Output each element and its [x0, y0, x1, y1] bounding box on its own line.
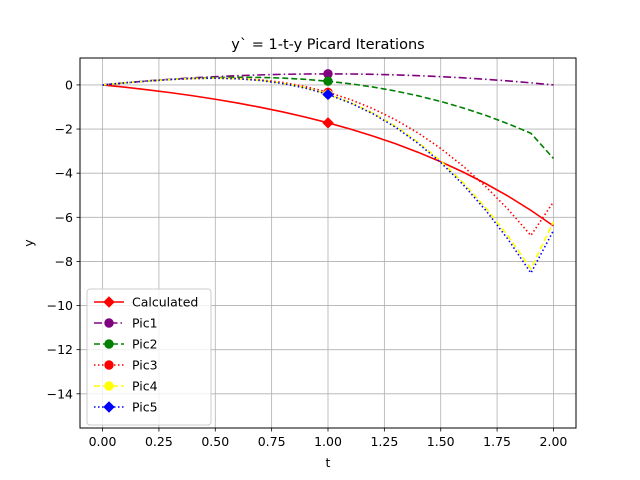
y-tick-label: −8 [55, 254, 73, 269]
x-tick-label: 1.75 [483, 434, 511, 449]
legend-marker [104, 381, 114, 391]
y-tick-label: 0 [65, 77, 73, 92]
legend-label: Pic3 [132, 358, 158, 373]
x-tick-label: 1.50 [427, 434, 455, 449]
y-axis: 0 −2 −4 −6 −8 −10 −12 −14 [47, 77, 80, 401]
series-pic5 [102, 77, 555, 275]
legend-marker [104, 360, 114, 370]
x-tick-label: 0.00 [89, 434, 117, 449]
legend-label: Pic2 [132, 337, 158, 352]
legend-entry: Calculated [94, 295, 198, 310]
x-tick-label: 0.75 [258, 434, 286, 449]
legend-entry: Pic4 [94, 379, 158, 394]
x-axis: 0.00 0.25 0.50 0.75 1.00 1.25 1.50 1.75 2.00 [89, 428, 568, 449]
legend-marker [103, 296, 115, 308]
legend-entry: Pic5 [94, 400, 158, 415]
series-calculated [102, 84, 554, 227]
y-axis-label: y [21, 239, 36, 247]
x-tick-label: 2.00 [540, 434, 568, 449]
x-tick-label: 0.25 [145, 434, 173, 449]
legend-label: Pic5 [132, 400, 158, 415]
legend-box [86, 288, 212, 426]
y-tick-label: −4 [55, 166, 73, 181]
legend-marker [103, 401, 115, 413]
legend: Calculated Pic1 Pic2 Pic3 Pic4 Pic5 [86, 288, 212, 426]
legend-label: Calculated [132, 295, 198, 310]
legend-label: Pic1 [132, 316, 158, 331]
y-tick-label: −10 [47, 298, 73, 313]
plot-area [102, 69, 555, 275]
y-tick-label: −2 [55, 122, 73, 137]
legend-marker [104, 339, 114, 349]
y-tick-label: −12 [47, 342, 73, 357]
legend-marker [104, 318, 114, 328]
y-tick-label: −6 [55, 210, 73, 225]
legend-entry: Pic1 [94, 316, 158, 331]
x-tick-label: 1.25 [370, 434, 398, 449]
series-line-pic1 [102, 73, 554, 86]
x-tick-label: 1.00 [314, 434, 342, 449]
legend-entry: Pic2 [94, 337, 158, 352]
series-marker-pic5 [322, 88, 334, 101]
series-marker-calculated [322, 117, 334, 129]
series-marker-pic2 [323, 76, 333, 86]
y-tick-label: −14 [47, 386, 73, 401]
legend-entry: Pic3 [94, 358, 158, 373]
x-tick-label: 0.50 [201, 434, 229, 449]
chart-title: y` = 1-t-y Picard Iterations [231, 37, 424, 53]
legend-label: Pic4 [132, 379, 158, 394]
x-axis-label: t [326, 455, 331, 470]
